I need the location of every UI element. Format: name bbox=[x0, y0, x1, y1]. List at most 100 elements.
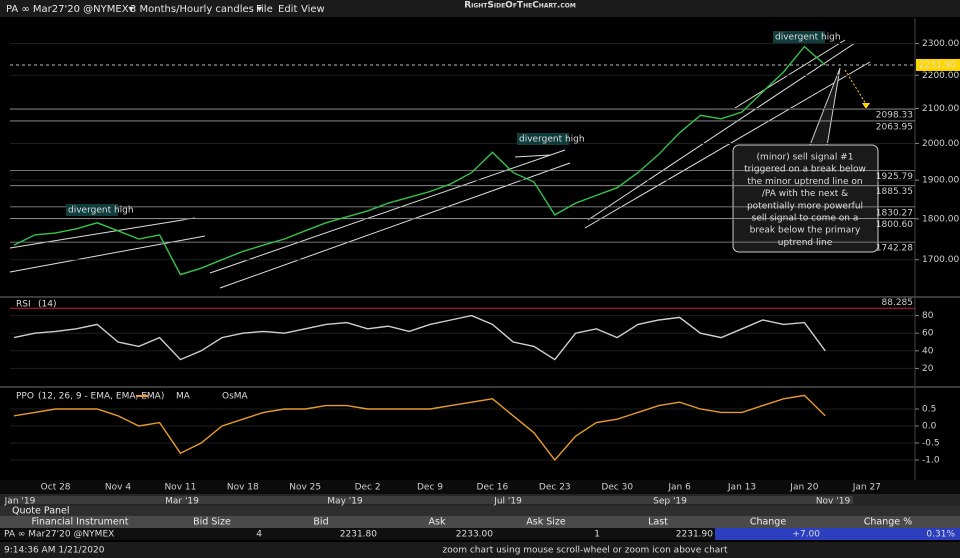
quote-cell: 0.31% bbox=[926, 530, 955, 540]
y-tick-label: 1700.00 bbox=[922, 255, 959, 265]
timeframe: 3 Months/Hourly candles ▾ bbox=[130, 4, 262, 15]
quote-cell: 2231.80 bbox=[340, 530, 377, 540]
x-tick-label: Oct 28 bbox=[41, 483, 71, 493]
column-header: Bid bbox=[313, 517, 328, 528]
status-hint: zoom chart using mouse scroll-wheel or z… bbox=[442, 546, 728, 556]
note-line: sell signal to come on a bbox=[752, 214, 859, 224]
x-tick-label: Dec 23 bbox=[539, 483, 571, 493]
menu-item[interactable]: View bbox=[301, 4, 325, 15]
y-tick-label: 1900.00 bbox=[922, 176, 959, 186]
series-line bbox=[13, 394, 826, 462]
y-tick-label: 1800.00 bbox=[922, 214, 959, 224]
x-tick-label: Dec 30 bbox=[601, 483, 633, 493]
y-tick-label: -0.5 bbox=[922, 439, 940, 449]
quote-cell: 2231.90 bbox=[676, 530, 713, 540]
trendlines bbox=[9, 39, 871, 289]
indicator-title: RSI bbox=[16, 300, 31, 310]
level-label: 1885.35 bbox=[876, 187, 913, 197]
reference-label: 88.285 bbox=[882, 298, 914, 308]
scrollbar-label: May '19 bbox=[327, 497, 363, 507]
x-tick-label: Dec 2 bbox=[355, 483, 381, 493]
status-time: 9:14:36 AM 1/21/2020 bbox=[4, 546, 105, 556]
annotation-box bbox=[517, 133, 569, 145]
level-label: 1830.27 bbox=[876, 208, 913, 218]
x-tick-label: Jan 20 bbox=[789, 483, 818, 493]
quote-cell: 1 bbox=[594, 530, 600, 540]
scrollbar-label: Jan '19 bbox=[4, 497, 36, 507]
current-price-label: 2231.90 bbox=[919, 60, 956, 70]
x-tick-label: Nov 4 bbox=[105, 483, 131, 493]
note-line: potentially more powerful bbox=[747, 201, 863, 211]
arrow-head bbox=[862, 103, 870, 109]
column-header: Financial Instrument bbox=[32, 517, 129, 528]
note-line: (minor) sell signal #1 bbox=[757, 153, 854, 163]
y-tick-label: -1.0 bbox=[922, 455, 940, 465]
note-line: break below the primary bbox=[750, 226, 861, 236]
menu-item[interactable]: File bbox=[256, 4, 273, 15]
status-bar bbox=[0, 542, 960, 558]
level-label: 1742.28 bbox=[876, 244, 913, 254]
legend-entry: MA bbox=[176, 392, 191, 402]
annotation: divergent high bbox=[519, 135, 585, 145]
y-tick-label: 2300.00 bbox=[922, 39, 959, 49]
projection-arrow bbox=[844, 69, 867, 105]
divider bbox=[0, 296, 960, 298]
note-line: /PA with the next & bbox=[762, 189, 848, 199]
note-line: triggered on a break below bbox=[744, 165, 866, 175]
scrollbar-label: Nov '19 bbox=[816, 497, 851, 507]
y-tick-label: 2200.00 bbox=[922, 71, 959, 81]
scroll-thumb[interactable] bbox=[8, 496, 853, 504]
column-header: Change % bbox=[864, 517, 912, 528]
quote-panel-title: Quote Panel bbox=[12, 506, 70, 517]
series-line bbox=[13, 314, 826, 361]
callout-box bbox=[732, 144, 879, 253]
indicator-params: (14) bbox=[38, 300, 56, 310]
column-header: Ask Size bbox=[526, 517, 566, 528]
x-tick-label: Nov 11 bbox=[164, 483, 196, 493]
legend-entry: OsMA bbox=[222, 392, 249, 402]
scrollbar-label: Jul '19 bbox=[493, 497, 522, 507]
scrollbar-label: Sep '19 bbox=[653, 497, 687, 507]
y-tick-label: 2100.00 bbox=[922, 104, 959, 114]
level-label: 2063.95 bbox=[876, 122, 913, 132]
y-tick-label: 20 bbox=[922, 364, 934, 374]
x-tick-label: Nov 18 bbox=[227, 483, 259, 493]
y-tick-label: 0.5 bbox=[922, 405, 936, 415]
annotation-box bbox=[66, 204, 118, 216]
note-line: the minor uptrend line on bbox=[747, 177, 862, 187]
y-tick-label: 60 bbox=[922, 329, 934, 339]
series-line bbox=[13, 45, 826, 276]
current-price-box bbox=[916, 58, 960, 71]
column-header: Change bbox=[750, 517, 787, 528]
y-tick-label: 0.0 bbox=[922, 422, 937, 432]
x-tick-label: Dec 16 bbox=[477, 483, 509, 493]
column-header: Bid Size bbox=[193, 517, 231, 528]
note-line: uptrend line bbox=[778, 238, 833, 248]
toolbar bbox=[0, 0, 960, 17]
annotation: divergent high bbox=[775, 33, 841, 43]
quote-cell: 4 bbox=[256, 530, 262, 540]
x-tick-label: Dec 9 bbox=[417, 483, 443, 493]
column-header: Ask bbox=[429, 517, 446, 528]
level-label: 1925.79 bbox=[876, 172, 913, 182]
divider bbox=[0, 386, 960, 388]
quote-cell: +7.00 bbox=[792, 530, 820, 540]
scrollbar-label: Mar '19 bbox=[165, 497, 199, 507]
symbol: PA ∞ Mar27'20 @NYMEX▾ bbox=[6, 4, 134, 15]
menu-item[interactable]: Edit bbox=[278, 4, 297, 15]
x-tick-label: Nov 25 bbox=[289, 483, 321, 493]
quote-panel-title-bar bbox=[0, 506, 960, 516]
quote-cell: 2233.00 bbox=[456, 530, 493, 540]
annotation-box bbox=[773, 31, 825, 43]
annotation: divergent high bbox=[68, 206, 134, 216]
quote-cell: PA ∞ Mar27'20 @NYMEX bbox=[4, 530, 114, 540]
level-label: 1800.60 bbox=[876, 220, 913, 230]
y-tick-label: 80 bbox=[922, 311, 934, 321]
change-highlight bbox=[715, 528, 960, 540]
x-tick-label: Jan 13 bbox=[727, 483, 756, 493]
x-tick-label: Jan 27 bbox=[852, 483, 881, 493]
brand: RightSideOfTheChart.com bbox=[464, 1, 576, 11]
y-tick-label: 40 bbox=[922, 346, 934, 356]
level-label: 2098.33 bbox=[876, 111, 913, 121]
